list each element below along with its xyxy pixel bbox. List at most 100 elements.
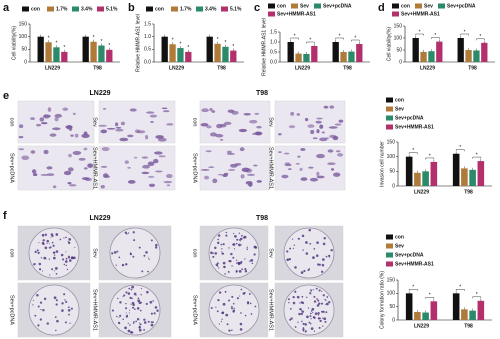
colony [40, 308, 42, 311]
cell [129, 108, 137, 112]
colony [246, 246, 248, 248]
colony [64, 299, 66, 301]
image-label: Sev+HMMR-AS1 [268, 147, 274, 189]
legend-swatch [386, 252, 393, 258]
colony [221, 311, 224, 315]
colony [138, 326, 141, 329]
colony [246, 301, 250, 304]
colony [218, 323, 220, 325]
colony [302, 322, 305, 325]
y-axis-label: Relative HMMR-AS1 level [261, 18, 267, 76]
colony [130, 303, 132, 305]
cell [310, 129, 315, 134]
colony [65, 300, 68, 303]
cell [290, 111, 295, 116]
colony [318, 289, 321, 292]
colony [73, 256, 76, 260]
colony [222, 302, 226, 306]
colony [309, 322, 312, 325]
colony [310, 318, 312, 320]
colony [319, 317, 321, 320]
colony [34, 250, 37, 254]
colony [131, 285, 135, 289]
cell [148, 183, 156, 187]
cell [334, 123, 342, 126]
colony [241, 268, 244, 271]
bar [461, 309, 468, 320]
significance: * [412, 148, 414, 154]
y-axis-label: Relative HMMR-AS1 level [135, 14, 141, 72]
colony [231, 295, 234, 298]
bar [53, 47, 60, 62]
colony [297, 321, 299, 323]
colony [305, 252, 309, 255]
colony [300, 312, 303, 316]
y-tick-label: 0 [24, 59, 27, 65]
colony [136, 317, 140, 321]
bar [98, 45, 105, 62]
cell [39, 117, 45, 122]
cell [223, 172, 229, 176]
cell [155, 135, 164, 139]
legend-label: Sev [424, 3, 433, 9]
colony [302, 249, 304, 251]
significance: * [464, 29, 466, 35]
colony [54, 267, 58, 270]
cell [30, 150, 36, 154]
colony [321, 290, 323, 292]
cell [278, 151, 282, 153]
cell [127, 166, 131, 169]
colony [323, 237, 326, 240]
cell [243, 112, 251, 116]
colony [150, 321, 153, 323]
colony [53, 254, 56, 256]
cell [134, 129, 141, 134]
colony [119, 314, 122, 317]
colony [317, 312, 320, 315]
colony [44, 233, 48, 236]
colony [154, 306, 158, 309]
cell [300, 177, 308, 181]
cell [335, 150, 341, 153]
colony [46, 242, 48, 245]
colony [70, 307, 73, 310]
bar [161, 36, 168, 62]
cell [67, 182, 72, 185]
legend-label: Sev+pcDNA [323, 3, 352, 9]
bar [332, 42, 339, 62]
colony [239, 322, 243, 326]
cell [200, 169, 210, 171]
colony [302, 329, 305, 332]
colony [307, 268, 310, 272]
colony [132, 303, 135, 307]
cell [319, 137, 328, 142]
colony [228, 299, 231, 302]
legend-label: Sev+pcDNA [395, 252, 424, 258]
colony [244, 314, 247, 317]
colony [63, 263, 66, 266]
legend-label: con [401, 3, 410, 9]
colony [125, 302, 127, 305]
colony [312, 312, 314, 314]
cell [18, 124, 24, 129]
colony [238, 232, 241, 235]
colony [327, 254, 331, 258]
image-label: Sev [268, 117, 274, 127]
cell [40, 121, 48, 125]
cell [325, 137, 329, 140]
colony [235, 269, 238, 273]
colony [298, 312, 301, 316]
colony [318, 302, 321, 305]
colony [135, 320, 137, 323]
colony [152, 321, 154, 324]
colony [217, 298, 220, 302]
y-tick-label: 0.5 [270, 49, 277, 55]
colony [124, 231, 127, 234]
colony [230, 307, 234, 310]
colony [134, 308, 136, 310]
colony [51, 241, 54, 244]
image-label: Sev+pcDNA [192, 153, 198, 183]
colony [320, 302, 324, 305]
significance: * [63, 45, 65, 51]
cell [217, 173, 224, 176]
